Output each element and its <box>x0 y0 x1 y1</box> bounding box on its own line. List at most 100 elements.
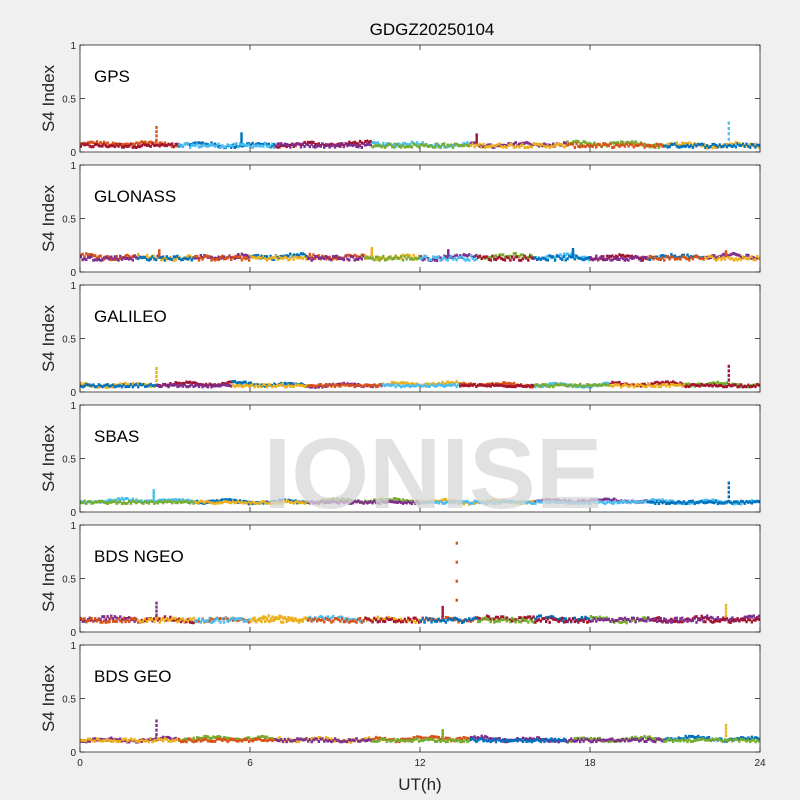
data-point <box>511 616 514 620</box>
data-point <box>187 619 190 623</box>
data-point <box>383 738 387 741</box>
data-point <box>95 385 99 389</box>
data-point <box>215 257 219 261</box>
data-point <box>167 735 170 739</box>
data-point <box>387 142 390 146</box>
data-point <box>591 383 594 387</box>
data-point <box>81 383 84 387</box>
data-point <box>539 740 542 744</box>
data-point <box>258 144 261 148</box>
spike-point <box>158 249 161 253</box>
data-point <box>655 500 659 504</box>
data-point <box>645 255 648 259</box>
data-point <box>385 498 389 501</box>
data-point <box>290 739 294 743</box>
data-point <box>367 140 371 144</box>
data-point <box>509 258 512 262</box>
data-point <box>346 617 349 621</box>
data-point <box>405 384 408 387</box>
data-point <box>704 620 707 624</box>
data-point <box>335 497 338 501</box>
data-point <box>215 144 219 148</box>
data-point <box>144 385 147 388</box>
data-point <box>208 739 211 743</box>
data-point <box>410 739 414 743</box>
data-point <box>376 739 380 743</box>
spike-point <box>240 132 243 136</box>
data-point <box>262 739 265 742</box>
data-point <box>212 618 215 622</box>
data-point <box>593 141 596 145</box>
data-point <box>323 501 326 505</box>
data-point <box>108 384 111 388</box>
data-point <box>596 142 600 146</box>
data-point <box>262 254 265 258</box>
data-point <box>648 737 652 741</box>
data-point <box>128 255 131 258</box>
data-point <box>586 737 589 741</box>
data-point <box>330 620 333 624</box>
data-point <box>482 383 485 387</box>
data-point <box>145 620 149 623</box>
data-point <box>469 738 473 741</box>
data-point <box>648 735 652 739</box>
data-point <box>280 738 283 742</box>
data-point <box>314 256 317 260</box>
data-point <box>323 739 326 743</box>
data-point <box>378 502 381 506</box>
data-point <box>664 255 668 259</box>
data-point <box>94 618 97 622</box>
data-point <box>174 255 177 259</box>
data-point <box>723 501 727 505</box>
data-point <box>446 383 449 387</box>
data-point <box>698 384 702 388</box>
data-point <box>400 500 403 504</box>
data-point <box>462 257 465 261</box>
data-point <box>426 738 430 742</box>
data-point <box>83 384 86 388</box>
data-point <box>410 502 414 505</box>
data-point <box>230 738 233 741</box>
data-point <box>625 254 628 258</box>
data-point <box>264 383 267 387</box>
data-point <box>734 140 737 144</box>
data-point <box>740 737 743 741</box>
data-point <box>265 258 269 262</box>
data-point <box>507 381 510 385</box>
data-point <box>221 617 224 621</box>
data-point <box>548 501 551 505</box>
data-point <box>332 497 335 501</box>
data-point <box>319 144 322 148</box>
data-point <box>391 617 394 621</box>
data-point <box>401 143 405 147</box>
data-point <box>502 738 505 742</box>
data-point <box>582 736 585 740</box>
data-point <box>376 384 380 388</box>
data-point <box>342 258 346 262</box>
data-point <box>587 738 591 742</box>
data-point <box>723 617 727 621</box>
data-point <box>430 737 433 741</box>
data-point <box>647 144 650 148</box>
data-point <box>403 617 406 621</box>
spike-point <box>155 375 158 378</box>
data-point <box>707 382 711 386</box>
data-point <box>489 617 492 621</box>
data-point <box>681 501 684 505</box>
data-point <box>673 254 677 258</box>
data-point <box>260 620 263 624</box>
data-point <box>462 144 465 148</box>
data-point <box>307 739 310 743</box>
data-point <box>596 383 600 387</box>
data-point <box>425 382 428 386</box>
data-point <box>149 384 152 388</box>
data-point <box>167 739 170 743</box>
data-point <box>509 382 512 386</box>
data-point <box>485 614 489 618</box>
data-point <box>276 383 279 387</box>
data-point <box>113 142 117 146</box>
data-point <box>222 736 226 739</box>
data-point <box>348 617 351 621</box>
data-point <box>208 500 211 504</box>
data-point <box>410 257 414 261</box>
